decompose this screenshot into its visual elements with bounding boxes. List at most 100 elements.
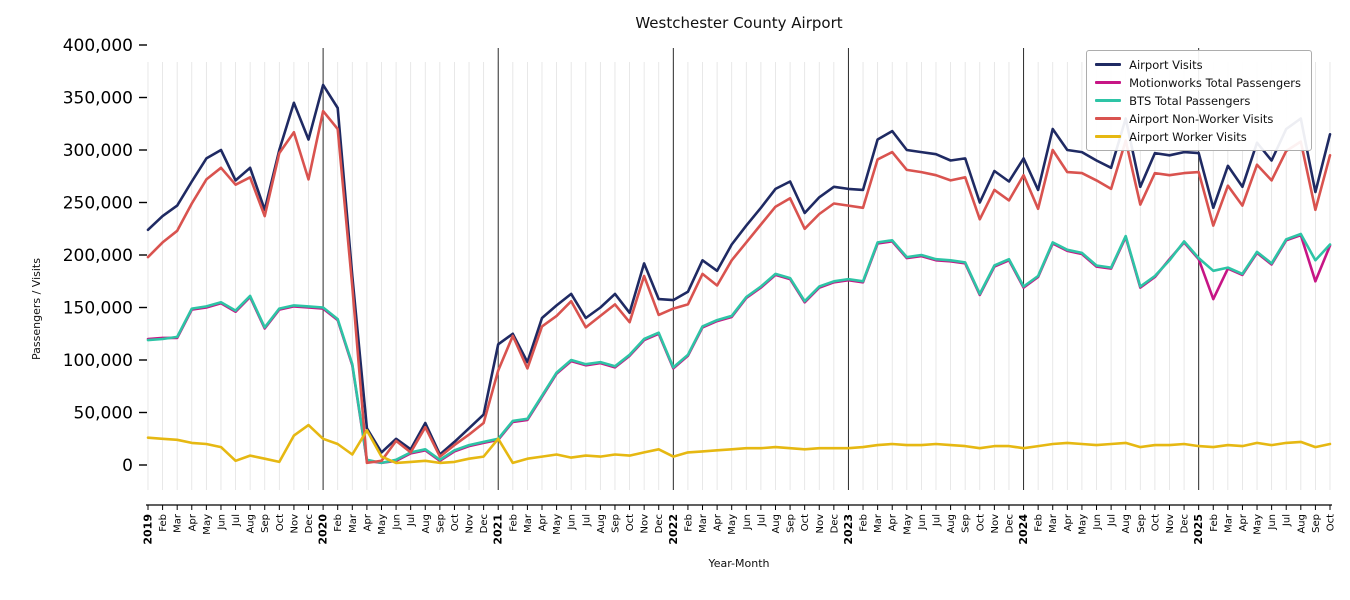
x-tick-label: May [1253,514,1264,535]
x-tick-label: Apr [187,513,198,531]
x-tick-label: Apr [538,513,549,531]
x-tick-label: Sep [610,514,621,533]
series-line-airport-non-worker-visits [146,109,1332,465]
legend-line-swatch [1095,135,1122,138]
legend-item: Motionworks Total Passengers [1095,75,1301,90]
x-tick-label: Dec [829,514,840,533]
legend-line-swatch [1095,117,1122,120]
x-tick-label: Aug [771,514,782,534]
x-tick-label: Feb [683,514,694,532]
x-tick-label: Nov [465,514,476,534]
x-tick-label: Feb [859,514,870,532]
y-tick-label: 300,000 [63,141,133,161]
x-tick-label: May [552,514,563,535]
x-tick-label: Apr [1063,513,1074,531]
legend-label: Airport Worker Visits [1129,129,1247,144]
x-tick-label: Mar [173,513,184,533]
x-axis-label: Year-Month [708,557,770,570]
x-tick-label: Nov [289,514,300,534]
x-tick-label: Jul [756,514,767,527]
y-tick-label: 350,000 [63,89,133,109]
y-tick-label: 0 [122,456,133,476]
x-tick-label: 2020 [317,514,330,545]
legend-item: Airport Non-Worker Visits [1095,111,1301,126]
legend-item: Airport Worker Visits [1095,129,1301,144]
x-tick-label: May [1077,514,1088,535]
y-tick-label: 50,000 [74,404,133,424]
chart-legend: Airport Visits Motionworks Total Passenge… [1086,50,1312,151]
legend-line-swatch [1095,81,1122,84]
x-tick-label: Dec [1004,514,1015,533]
legend-label: Motionworks Total Passengers [1129,75,1301,90]
x-tick-label: Mar [348,513,359,533]
x-tick-label: May [727,514,738,535]
x-tick-label: 2019 [142,514,155,545]
x-tick-label: Oct [1326,514,1337,531]
x-tick-label: Jul [231,514,242,527]
x-tick-label: Oct [625,514,636,531]
legend-line-swatch [1095,99,1122,102]
x-tick-label: Jun [567,514,578,531]
x-tick-label: Oct [975,514,986,531]
x-tick-label: Aug [946,514,957,534]
series-line-airport-worker-visits [146,423,1332,465]
x-tick-label: May [202,514,213,535]
x-tick-label: Aug [596,514,607,534]
x-tick-label: Jun [1092,514,1103,531]
legend-item: BTS Total Passengers [1095,93,1301,108]
x-tick-label: Mar [1223,513,1234,533]
x-tick-label: Jun [1267,514,1278,531]
x-tick-label: Jul [581,514,592,527]
x-tick-label: Feb [158,514,169,532]
x-tick-label: May [377,514,388,535]
x-tick-label: Apr [1238,513,1249,531]
x-tick-label: Aug [421,514,432,534]
x-tick-label: 2021 [492,514,505,545]
x-tick-label: Sep [961,514,972,533]
chart-title: Westchester County Airport [635,14,843,32]
x-tick-label: Oct [275,514,286,531]
x-tick-label: Jun [917,514,928,531]
x-tick-label: Oct [450,514,461,531]
series-line-airport-visits [146,83,1332,456]
x-tick-label: May [902,514,913,535]
x-tick-label: Sep [786,514,797,533]
y-tick-label: 250,000 [63,194,133,214]
legend-label: Airport Non-Worker Visits [1129,111,1274,126]
series-line-motionworks-total-passengers [146,233,1332,465]
x-tick-label: 2024 [1017,514,1030,545]
x-tick-label: Feb [508,514,519,532]
x-tick-label: Jul [406,514,417,527]
x-tick-label: Jul [1107,514,1118,527]
x-tick-label: Oct [1150,514,1161,531]
x-axis: 2019 Feb Mar Apr May Jun Jul Aug Sep Oct Nov Dec 202… [142,504,1337,545]
x-tick-label: 2025 [1192,514,1205,545]
x-tick-label: Nov [1165,514,1176,534]
x-tick-label: Apr [713,513,724,531]
x-tick-label: Mar [698,513,709,533]
series-lines [146,83,1332,465]
y-tick-label: 100,000 [63,351,133,371]
y-tick-label: 400,000 [63,36,133,56]
x-tick-label: Aug [1121,514,1132,534]
x-tick-label: Feb [1209,514,1220,532]
x-tick-label: Nov [640,514,651,534]
x-tick-label: Sep [260,514,271,533]
x-tick-label: Jun [392,514,403,531]
x-tick-label: Jun [216,514,227,531]
x-tick-label: Dec [304,514,315,533]
x-tick-label: Sep [1136,514,1147,533]
legend-line-swatch [1095,63,1122,66]
x-tick-label: Dec [1180,514,1191,533]
x-tick-label: Jun [742,514,753,531]
x-tick-label: Apr [888,513,899,531]
x-tick-label: Oct [800,514,811,531]
legend-label: BTS Total Passengers [1129,93,1251,108]
x-tick-label: Feb [1034,514,1045,532]
x-tick-label: Nov [990,514,1001,534]
x-tick-label: 2023 [842,514,855,545]
x-tick-label: Dec [479,514,490,533]
y-tick-label: 150,000 [63,299,133,319]
